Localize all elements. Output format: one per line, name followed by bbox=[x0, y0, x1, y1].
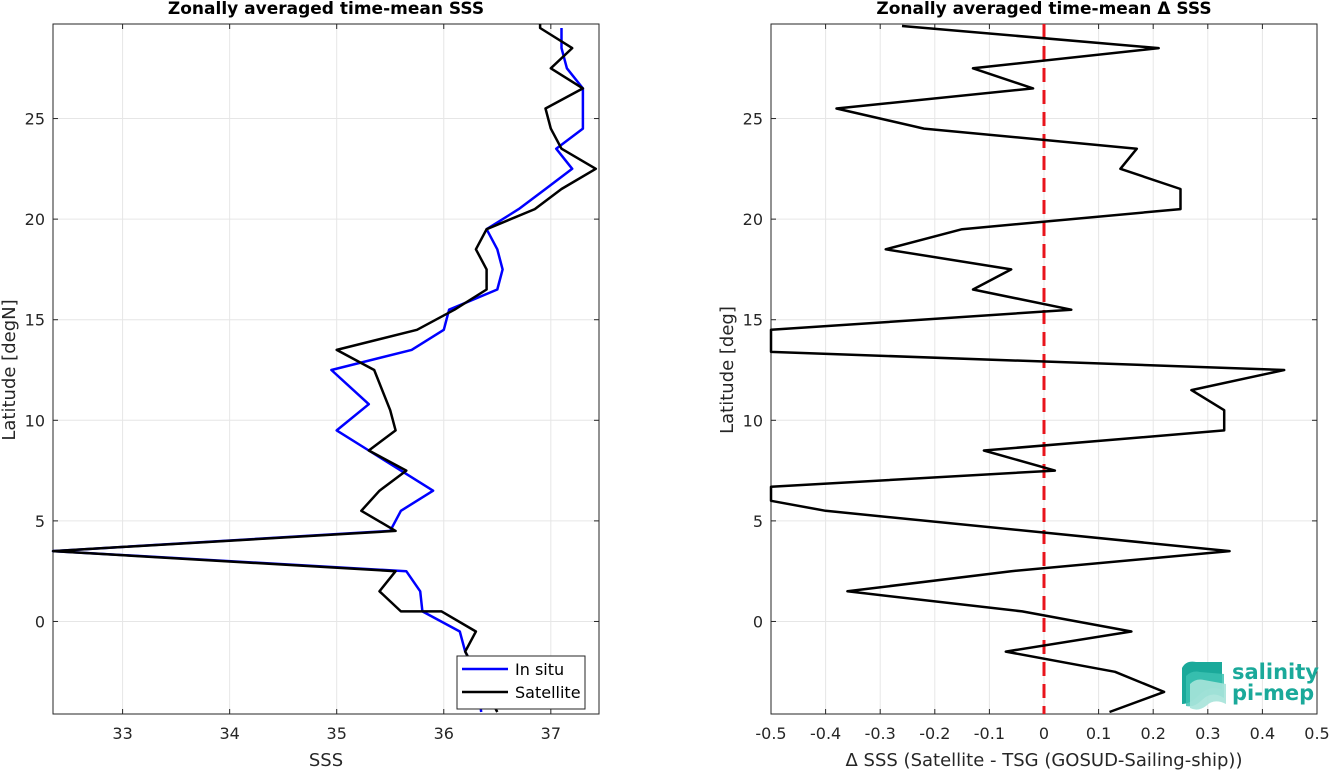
left-series-line-in-situ bbox=[51, 28, 585, 713]
logo-wave-icon bbox=[1182, 661, 1226, 710]
right-series bbox=[769, 24, 1286, 714]
left-x-tick-label: 34 bbox=[219, 724, 239, 743]
right-series-line-delta-sss bbox=[769, 24, 1286, 714]
left-plot-area bbox=[52, 23, 600, 715]
left-y-tick-label: 20 bbox=[25, 210, 45, 229]
right-x-axis-label: Δ SSS (Satellite - TSG (GOSUD-Sailing-sh… bbox=[846, 750, 1243, 770]
legend-label-in-situ: In situ bbox=[515, 660, 564, 679]
delta-sss-panel: Zonally averaged time-mean Δ SSS -0.5 -0.… bbox=[717, 0, 1330, 770]
left-x-axis-label: SSS bbox=[309, 750, 343, 770]
right-x-tick-label: 0.5 bbox=[1304, 724, 1329, 743]
left-x-tick-label: 35 bbox=[327, 724, 347, 743]
right-x-tick-label: -0.1 bbox=[974, 724, 1005, 743]
left-y-tick-label: 15 bbox=[25, 311, 45, 330]
right-x-tick-label: -0.2 bbox=[919, 724, 950, 743]
logo-text-line2: pi-mep bbox=[1232, 681, 1314, 705]
legend: In situ Satellite bbox=[456, 655, 586, 710]
right-x-tick-label: 0.4 bbox=[1250, 724, 1275, 743]
left-y-axis-label: Latitude [degN] bbox=[0, 299, 20, 440]
right-x-tick-label: -0.5 bbox=[755, 724, 786, 743]
left-y-tick-label: 5 bbox=[35, 512, 45, 531]
right-chart-title: Zonally averaged time-mean Δ SSS bbox=[876, 0, 1211, 19]
left-y-tick-label: 0 bbox=[35, 612, 45, 631]
right-x-tick-label: 0.2 bbox=[1140, 724, 1165, 743]
left-chart-title: Zonally averaged time-mean SSS bbox=[168, 0, 484, 19]
right-y-tick-label: 5 bbox=[753, 512, 763, 531]
legend-label-satellite: Satellite bbox=[515, 683, 581, 702]
left-x-tick-label: 33 bbox=[112, 724, 132, 743]
left-grid bbox=[53, 24, 599, 714]
right-x-tick-label: -0.4 bbox=[810, 724, 841, 743]
left-y-tick-label: 10 bbox=[25, 411, 45, 430]
right-y-tick-label: 25 bbox=[743, 110, 763, 129]
sss-panel: Zonally averaged time-mean SSS 33 34 35 36 3… bbox=[0, 0, 600, 770]
left-x-tick-label: 36 bbox=[434, 724, 454, 743]
right-y-tick-label: 15 bbox=[743, 311, 763, 330]
logo-text-line1: salinity bbox=[1232, 660, 1319, 684]
right-x-tick-label: 0.1 bbox=[1086, 724, 1111, 743]
right-y-tick-label: 0 bbox=[753, 612, 763, 631]
salinity-pi-mep-logo: salinity pi-mep bbox=[1182, 660, 1319, 710]
right-y-axis-label: Latitude [deg] bbox=[717, 306, 738, 434]
right-x-tick-label: -0.3 bbox=[865, 724, 896, 743]
left-y-tick-label: 25 bbox=[25, 110, 45, 129]
left-ticks: 33 34 35 36 37 0 5 10 15 20 25 bbox=[25, 24, 599, 743]
left-x-tick-label: 37 bbox=[541, 724, 561, 743]
left-series bbox=[51, 24, 598, 713]
right-y-tick-label: 20 bbox=[743, 210, 763, 229]
right-x-tick-label: 0.3 bbox=[1195, 724, 1220, 743]
right-ticks: -0.5 -0.4 -0.3 -0.2 -0.1 0 0.1 0.2 0.3 0.4 0.5 0 5 10… bbox=[743, 24, 1330, 743]
left-series-line-satellite bbox=[51, 24, 598, 713]
legend-box bbox=[456, 655, 586, 710]
right-y-tick-label: 10 bbox=[743, 411, 763, 430]
right-x-tick-label: 0 bbox=[1039, 724, 1049, 743]
